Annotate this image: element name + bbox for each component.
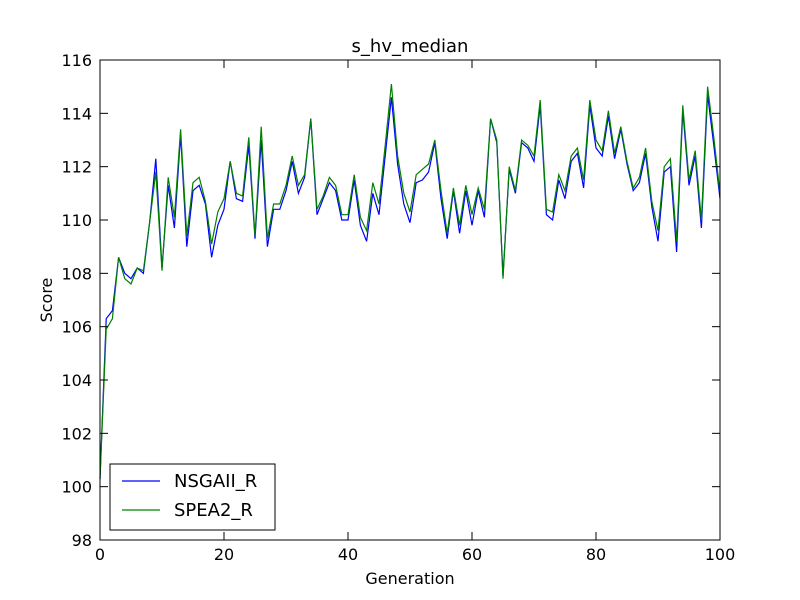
series-layer: [99, 83, 721, 479]
x-tick-label: 20: [214, 545, 234, 564]
x-tick-label: 60: [462, 545, 482, 564]
y-tick-label: 100: [61, 478, 92, 497]
legend-label-nsgaii: NSGAII_R: [174, 471, 257, 492]
x-tick-label: 100: [705, 545, 736, 564]
y-tick-label: 98: [72, 531, 92, 550]
y-tick-label: 108: [61, 264, 92, 283]
chart-title: s_hv_median: [352, 36, 469, 57]
x-axis: 0 20 40 60 80 100: [95, 60, 735, 564]
y-tick-label: 104: [61, 371, 92, 390]
y-axis-label: Score: [37, 278, 56, 323]
y-tick-label: 114: [61, 104, 92, 123]
y-tick-label: 112: [61, 158, 92, 177]
x-axis-label: Generation: [365, 569, 454, 588]
legend-box: [109, 463, 276, 531]
x-tick-label: 80: [586, 545, 606, 564]
series-line-nsgaii-r: [99, 94, 721, 479]
y-tick-label: 110: [61, 211, 92, 230]
y-tick-label: 116: [61, 51, 92, 70]
x-tick-label: 40: [338, 545, 358, 564]
y-tick-label: 106: [61, 318, 92, 337]
x-tick-label: 0: [95, 545, 105, 564]
y-tick-label: 102: [61, 424, 92, 443]
y-axis: 98 100 102 104 106 108 110 112 114 116: [61, 51, 720, 550]
plot-frame: [99, 59, 721, 541]
legend: NSGAII_R SPEA2_R: [109, 463, 276, 531]
legend-label-spea2: SPEA2_R: [174, 500, 253, 521]
series-line-spea2-r: [99, 83, 721, 479]
